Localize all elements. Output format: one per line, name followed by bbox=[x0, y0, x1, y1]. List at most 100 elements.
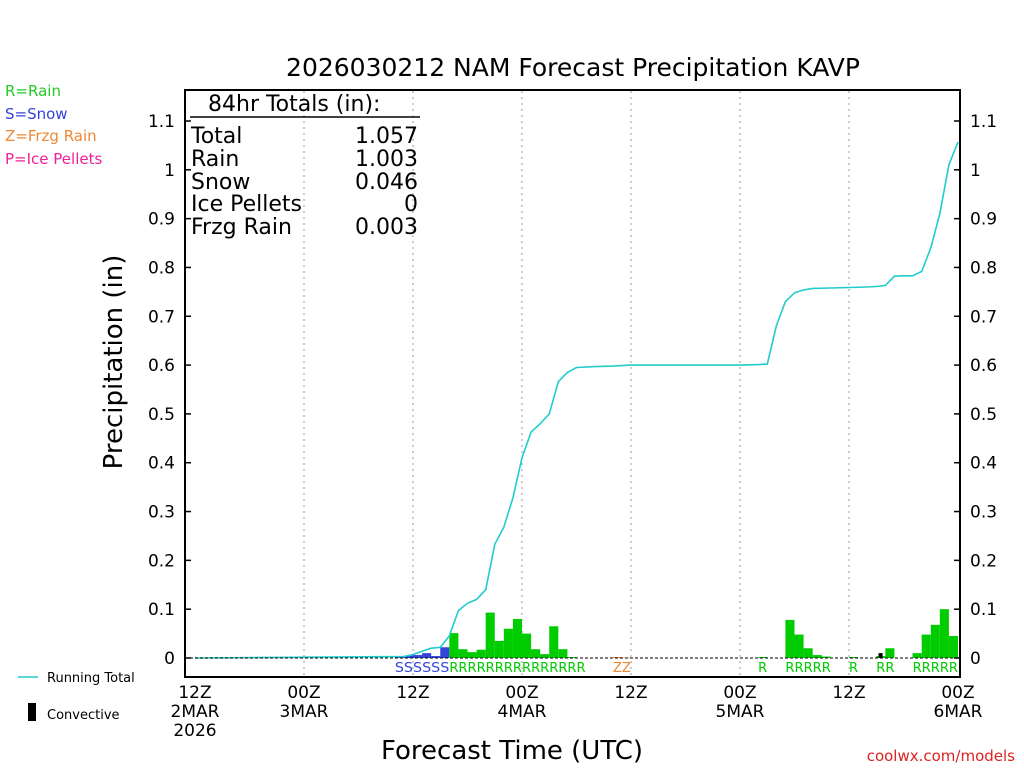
precip-bar bbox=[939, 609, 949, 658]
y-tick-label-right: 0 bbox=[970, 649, 981, 669]
precip-bar bbox=[849, 657, 859, 658]
totals-rain-value: 1.003 bbox=[355, 147, 418, 172]
y-tick-label-right: 0.4 bbox=[970, 454, 997, 474]
type-code-run: RRRRR bbox=[785, 661, 830, 676]
x-tick-label: 12Z bbox=[614, 683, 647, 703]
precip-bar bbox=[912, 653, 922, 658]
y-tick-label-right: 0.2 bbox=[970, 551, 997, 571]
precip-bar bbox=[512, 618, 522, 658]
y-tick-label-left: 0.7 bbox=[148, 307, 175, 327]
running-total-legend-label: Running Total bbox=[47, 671, 135, 686]
y-tick-label-left: 1 bbox=[164, 161, 175, 181]
precip-bar bbox=[803, 648, 813, 658]
totals-rain-label: Rain bbox=[191, 147, 239, 172]
y-tick-label-left: 0.1 bbox=[148, 600, 175, 620]
y-tick-label-right: 0.9 bbox=[970, 210, 997, 230]
precip-bar bbox=[440, 647, 450, 658]
precip-bar bbox=[431, 656, 441, 658]
y-tick-label-right: 1 bbox=[970, 161, 981, 181]
precip-bar bbox=[458, 649, 468, 658]
precip-bar bbox=[821, 656, 831, 658]
y-tick-label-right: 0.6 bbox=[970, 356, 997, 376]
y-tick-label-right: 0.1 bbox=[970, 600, 997, 620]
precip-bar bbox=[785, 619, 795, 658]
precip-bar bbox=[531, 649, 541, 658]
x-tick-label: 2026 bbox=[173, 721, 216, 741]
totals-box: 84hr Totals (in): Total 1.057 Rain 1.003… bbox=[190, 92, 420, 240]
type-code-run: SSSSSS bbox=[395, 661, 450, 676]
totals-ice-value: 0 bbox=[404, 192, 418, 217]
precip-bar bbox=[494, 640, 504, 658]
y-tick-label-left: 0 bbox=[164, 649, 175, 669]
precip-bar bbox=[812, 655, 822, 658]
chart-title: 2026030212 NAM Forecast Precipitation KA… bbox=[286, 53, 860, 82]
type-code-run: R bbox=[849, 661, 858, 676]
x-tick-label: 12Z bbox=[396, 683, 429, 703]
convective-bar bbox=[878, 653, 883, 658]
type-legend: R=Rain S=Snow Z=Frzg Rain P=Ice Pellets bbox=[5, 82, 102, 168]
convective-legend-swatch bbox=[28, 703, 36, 721]
y-axis-right: 0 0.1 0.2 0.3 0.4 0.5 0.6 0.7 0.8 0.9 1 1.1 bbox=[954, 112, 997, 669]
x-tick-label: 4MAR bbox=[498, 702, 547, 722]
x-tick-label: 00Z bbox=[505, 683, 538, 703]
y-tick-label-left: 0.9 bbox=[148, 210, 175, 230]
precip-bar bbox=[449, 633, 459, 658]
type-code-run: RR bbox=[876, 661, 894, 676]
series-legend: Running Total Convective bbox=[18, 671, 135, 723]
precip-bar bbox=[540, 654, 550, 658]
x-tick-label: 3MAR bbox=[280, 702, 329, 722]
x-tick-label: 00Z bbox=[723, 683, 756, 703]
plot-frame bbox=[184, 89, 961, 678]
running-total-line bbox=[194, 141, 959, 659]
x-tick-label: 5MAR bbox=[716, 702, 765, 722]
y-tick-label-right: 0.3 bbox=[970, 503, 997, 523]
totals-total-label: Total bbox=[190, 124, 242, 149]
y-tick-label-left: 0.3 bbox=[148, 503, 175, 523]
y-tick-label-left: 0.5 bbox=[148, 405, 175, 425]
precip-bar bbox=[467, 652, 477, 658]
legend-rain-label: R=Rain bbox=[5, 82, 61, 100]
y-tick-label-right: 0.7 bbox=[970, 307, 997, 327]
y-tick-label-left: 0.8 bbox=[148, 258, 175, 278]
y-tick-label-left: 0.4 bbox=[148, 454, 175, 474]
convective-legend-label: Convective bbox=[47, 708, 120, 723]
totals-total-value: 1.057 bbox=[355, 124, 418, 149]
y-tick-label-left: 0.6 bbox=[148, 356, 175, 376]
type-code-run: RRRRRRRRRRRRRRR bbox=[449, 661, 585, 676]
precip-bar bbox=[403, 655, 413, 658]
totals-frzg-label: Frzg Rain bbox=[191, 215, 292, 240]
credit-text: coolwx.com/models bbox=[867, 747, 1015, 765]
type-code-run: ZZ bbox=[613, 661, 631, 676]
precip-bar bbox=[522, 633, 532, 658]
x-tick-label: 00Z bbox=[941, 683, 974, 703]
y-axis-left: 0 0.1 0.2 0.3 0.4 0.5 0.6 0.7 0.8 0.9 1 1.1 bbox=[148, 112, 191, 669]
precip-bar bbox=[948, 636, 958, 658]
y-tick-label-left: 0.2 bbox=[148, 551, 175, 571]
x-tick-label: 2MAR bbox=[171, 702, 220, 722]
running-total-layer bbox=[194, 141, 959, 659]
x-tick-label: 6MAR bbox=[934, 702, 983, 722]
legend-ice-label: P=Ice Pellets bbox=[5, 150, 102, 168]
precip-bar bbox=[422, 653, 432, 658]
precip-bar bbox=[476, 649, 486, 658]
y-tick-label-right: 0.8 bbox=[970, 258, 997, 278]
type-code-run: R bbox=[758, 661, 767, 676]
precip-type-strip: SSSSSS RRRRRRRRRRRRRRR ZZ R RRRRR R RR RRRRR bbox=[395, 661, 958, 676]
legend-snow-label: S=Snow bbox=[5, 105, 68, 123]
y-axis-label: Precipitation (in) bbox=[99, 255, 129, 470]
precip-bar bbox=[413, 655, 423, 658]
precip-bar bbox=[885, 648, 895, 658]
precip-bar bbox=[485, 612, 495, 658]
y-tick-label-right: 0.5 bbox=[970, 405, 997, 425]
totals-snow-value: 0.046 bbox=[355, 170, 418, 195]
legend-frzg-label: Z=Frzg Rain bbox=[5, 127, 97, 145]
precip-bar bbox=[549, 626, 559, 658]
vertical-gridlines bbox=[303, 91, 850, 676]
totals-ice-label: Ice Pellets bbox=[191, 192, 302, 217]
x-axis-label: Forecast Time (UTC) bbox=[381, 736, 643, 766]
y-tick-label-left: 1.1 bbox=[148, 112, 175, 132]
totals-frzg-value: 0.003 bbox=[355, 215, 418, 240]
totals-snow-label: Snow bbox=[191, 170, 250, 195]
